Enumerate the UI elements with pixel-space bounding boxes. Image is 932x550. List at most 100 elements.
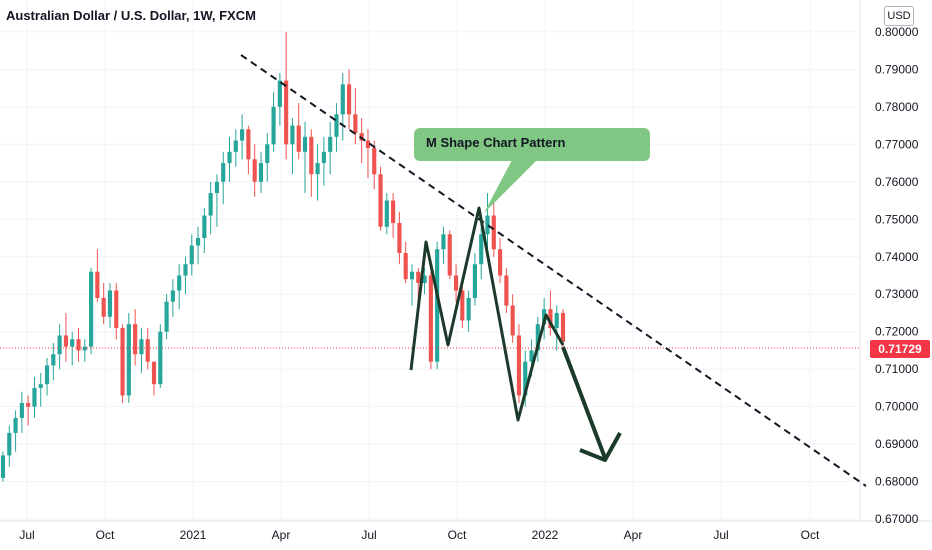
candle [340,73,345,141]
candle [548,290,553,336]
y-tick-label: 0.69000 [875,437,919,451]
candle [233,129,238,167]
candle [13,410,18,452]
candle [271,91,276,152]
candle [328,121,333,175]
candle [453,264,459,302]
candle [510,294,515,343]
candle [26,395,31,426]
m-pattern-line[interactable] [409,206,565,422]
candle [32,376,37,418]
candle [504,267,509,313]
x-tick-label: Oct [448,528,467,542]
y-tick-label: 0.74000 [875,250,919,264]
candle [321,136,326,186]
y-tick-label: 0.80000 [875,25,919,39]
candle [498,238,503,283]
candle [284,31,289,160]
y-tick-label: 0.68000 [875,475,919,489]
down-arrow[interactable] [561,346,622,462]
candle [447,230,452,280]
candle [133,309,138,366]
callout-bubble [414,128,650,213]
candle [7,425,12,467]
annotation-text: M Shape Chart Pattern [426,135,566,150]
current-price-tag: 0.71729 [870,340,930,358]
y-tick-label: 0.72000 [875,325,919,339]
candle [353,88,358,145]
candle [466,290,471,332]
candle [101,282,106,325]
candle [479,223,484,280]
candle [378,166,383,231]
y-tick-label: 0.78000 [875,100,919,114]
candle [114,282,119,340]
candle [554,305,559,351]
currency-button[interactable]: USD [884,6,914,26]
x-tick-label: Jul [19,528,34,542]
candle [422,267,427,295]
candle [70,331,75,366]
x-tick-label: 2022 [532,528,559,542]
trendline[interactable] [240,54,867,487]
candle [516,324,522,403]
candle [391,193,396,239]
candle [309,129,314,197]
candle [195,226,201,265]
candle [428,271,433,370]
candle [95,249,100,302]
candle [189,234,194,276]
candle [258,151,264,194]
candle [409,264,415,306]
candle [51,342,56,381]
candle [277,73,282,126]
candle [302,121,308,194]
candle [57,324,62,370]
x-tick-label: Jul [361,528,376,542]
candle [240,114,245,160]
candle [170,279,175,317]
candle [107,282,113,328]
candle [472,253,477,306]
candle [208,181,213,235]
candle [19,391,24,433]
candle [63,312,68,362]
candle [296,103,301,160]
candles [0,31,566,482]
candle [214,174,220,227]
candle [290,118,295,175]
x-tick-label: 2021 [180,528,207,542]
candle [435,241,440,370]
y-tick-label: 0.70000 [875,400,919,414]
candle [139,327,144,373]
candle [177,264,182,310]
candle [252,144,257,197]
candle [372,140,377,190]
candle [485,193,490,250]
grid [0,0,860,521]
candle [120,324,125,403]
candle [384,193,389,235]
x-tick-label: Apr [272,528,291,542]
candle [397,211,402,265]
candle [227,136,232,182]
candle [365,129,371,179]
candle [44,357,50,396]
candle [202,208,207,254]
candle [158,324,163,388]
chart-title: Australian Dollar / U.S. Dollar, 1W, FXC… [6,8,256,23]
y-tick-label: 0.73000 [875,287,919,301]
x-tick-label: Oct [801,528,820,542]
y-tick-label: 0.75000 [875,212,919,226]
candle [265,133,270,182]
candle [151,361,157,396]
candle [346,69,352,130]
y-tick-label: 0.76000 [875,175,919,189]
y-tick-label: 0.77000 [875,137,919,151]
candle [315,144,320,201]
candle [221,151,226,205]
candle [441,226,446,265]
candle [38,372,43,407]
candle [460,282,465,328]
